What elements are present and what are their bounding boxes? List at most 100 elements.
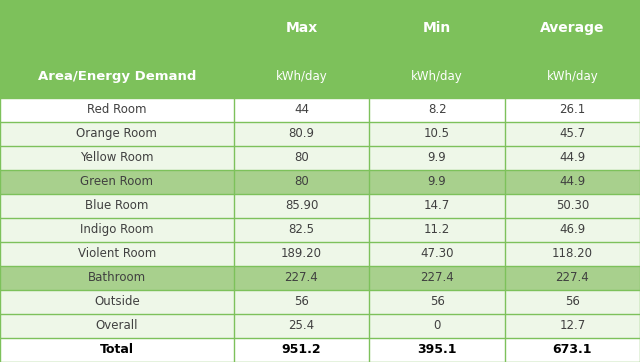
Bar [0, 194, 234, 218]
Bar [505, 146, 640, 170]
Text: 85.90: 85.90 [285, 199, 318, 212]
Bar [234, 194, 369, 218]
Bar [0, 290, 234, 314]
Text: 46.9: 46.9 [559, 223, 586, 236]
Text: Overall: Overall [95, 319, 138, 332]
Text: 56: 56 [429, 295, 445, 308]
Text: 9.9: 9.9 [428, 151, 447, 164]
Bar [505, 338, 640, 362]
Text: 47.30: 47.30 [420, 247, 454, 260]
Text: 118.20: 118.20 [552, 247, 593, 260]
Text: 25.4: 25.4 [289, 319, 314, 332]
Bar [369, 314, 505, 338]
Text: Violent Room: Violent Room [77, 247, 156, 260]
Bar [505, 122, 640, 146]
Text: kWh/day: kWh/day [547, 71, 598, 83]
Text: 44.9: 44.9 [559, 151, 586, 164]
Text: kWh/day: kWh/day [412, 71, 463, 83]
Text: 10.5: 10.5 [424, 127, 450, 140]
Bar [0, 146, 234, 170]
Text: Red Room: Red Room [87, 103, 147, 116]
Bar [0, 338, 234, 362]
Text: 80: 80 [294, 151, 309, 164]
Bar [369, 0, 505, 56]
Text: 80.9: 80.9 [289, 127, 314, 140]
Bar [0, 218, 234, 242]
Bar [505, 170, 640, 194]
Text: 12.7: 12.7 [559, 319, 586, 332]
Text: Yellow Room: Yellow Room [80, 151, 154, 164]
Bar [0, 170, 234, 194]
Text: Bathroom: Bathroom [88, 272, 146, 285]
Bar [234, 122, 369, 146]
Bar [505, 98, 640, 122]
Bar [369, 122, 505, 146]
Bar [234, 56, 369, 98]
Bar [234, 290, 369, 314]
Text: 26.1: 26.1 [559, 103, 586, 116]
Text: Green Room: Green Room [80, 175, 154, 188]
Bar [369, 242, 505, 266]
Text: 0: 0 [433, 319, 441, 332]
Bar [369, 290, 505, 314]
Text: 951.2: 951.2 [282, 344, 321, 357]
Bar [0, 56, 234, 98]
Bar [0, 266, 234, 290]
Bar [234, 338, 369, 362]
Text: Average: Average [540, 21, 605, 35]
Bar [369, 56, 505, 98]
Bar [505, 242, 640, 266]
Bar [234, 0, 369, 56]
Text: Min: Min [423, 21, 451, 35]
Text: Total: Total [100, 344, 134, 357]
Text: 227.4: 227.4 [420, 272, 454, 285]
Bar [234, 242, 369, 266]
Text: Indigo Room: Indigo Room [80, 223, 154, 236]
Bar [234, 98, 369, 122]
Bar [505, 266, 640, 290]
Bar [0, 242, 234, 266]
Text: Outside: Outside [94, 295, 140, 308]
Bar [0, 122, 234, 146]
Text: 9.9: 9.9 [428, 175, 447, 188]
Bar [505, 218, 640, 242]
Text: 45.7: 45.7 [559, 127, 586, 140]
Text: Area/Energy Demand: Area/Energy Demand [38, 71, 196, 83]
Text: 673.1: 673.1 [553, 344, 592, 357]
Bar [369, 194, 505, 218]
Text: 395.1: 395.1 [417, 344, 457, 357]
Bar [505, 0, 640, 56]
Bar [0, 314, 234, 338]
Bar [0, 0, 234, 56]
Text: 14.7: 14.7 [424, 199, 451, 212]
Bar [234, 170, 369, 194]
Text: 50.30: 50.30 [556, 199, 589, 212]
Bar [369, 98, 505, 122]
Bar [0, 98, 234, 122]
Text: Blue Room: Blue Room [85, 199, 148, 212]
Bar [234, 218, 369, 242]
Text: 189.20: 189.20 [281, 247, 322, 260]
Bar [505, 194, 640, 218]
Bar [234, 146, 369, 170]
Bar [369, 338, 505, 362]
Text: 56: 56 [294, 295, 309, 308]
Bar [505, 56, 640, 98]
Text: 227.4: 227.4 [285, 272, 318, 285]
Bar [505, 314, 640, 338]
Text: Max: Max [285, 21, 317, 35]
Text: 82.5: 82.5 [289, 223, 314, 236]
Text: 56: 56 [565, 295, 580, 308]
Bar [505, 290, 640, 314]
Bar [369, 146, 505, 170]
Bar [234, 314, 369, 338]
Text: Orange Room: Orange Room [76, 127, 157, 140]
Text: 227.4: 227.4 [556, 272, 589, 285]
Text: 80: 80 [294, 175, 309, 188]
Bar [369, 218, 505, 242]
Bar [369, 266, 505, 290]
Text: 8.2: 8.2 [428, 103, 447, 116]
Text: 44: 44 [294, 103, 309, 116]
Text: kWh/day: kWh/day [276, 71, 327, 83]
Text: 44.9: 44.9 [559, 175, 586, 188]
